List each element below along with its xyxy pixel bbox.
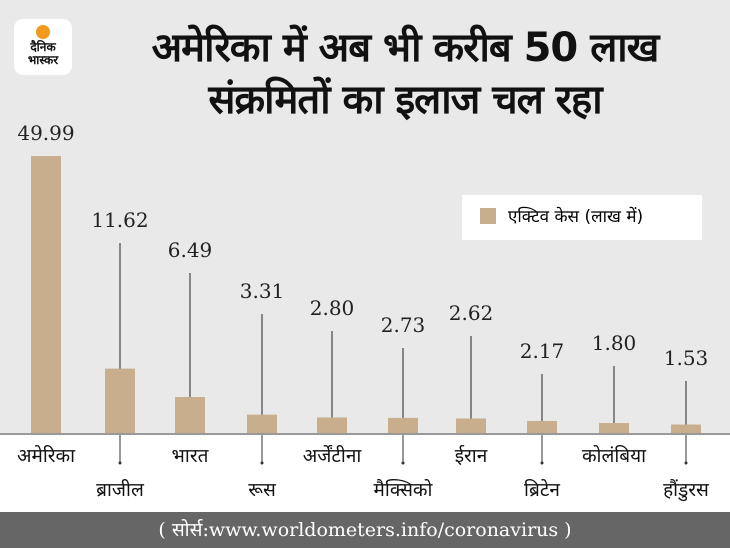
category-label: ईरान xyxy=(455,444,488,467)
value-label: 2.62 xyxy=(449,301,494,325)
tick-dot xyxy=(684,461,688,465)
value-label: 2.17 xyxy=(520,339,565,363)
tick-dot xyxy=(260,461,264,465)
value-label: 2.80 xyxy=(310,296,355,320)
bar xyxy=(599,423,629,433)
legend: एक्टिव केस (लाख में) xyxy=(462,195,702,240)
category-label: अर्जेंटीना xyxy=(303,444,363,467)
legend-label: एक्टिव केस (लाख में) xyxy=(508,207,644,227)
value-label: 3.31 xyxy=(240,279,285,303)
legend-swatch xyxy=(480,208,496,224)
bar xyxy=(671,424,701,433)
value-label: 1.53 xyxy=(664,346,709,370)
tick-dot xyxy=(540,461,544,465)
tick-dot xyxy=(118,461,122,465)
value-label: 1.80 xyxy=(592,331,637,355)
sun-icon xyxy=(36,25,50,39)
logo-text-2: भास्कर xyxy=(27,53,59,67)
category-band xyxy=(0,433,730,514)
title-line-1: अमेरिका में अब भी करीब 50 लाख xyxy=(151,25,660,71)
category-label: मैक्सिको xyxy=(374,478,434,501)
category-label: अमेरिका xyxy=(17,444,76,467)
bar xyxy=(527,420,557,433)
bar xyxy=(247,414,277,433)
category-label: ब्रिटेन xyxy=(524,478,560,501)
category-label: ब्राजील xyxy=(96,478,145,501)
bar xyxy=(456,418,486,433)
tick-dot xyxy=(401,461,405,465)
dainik-bhaskar-logo: दैनिक भास्कर xyxy=(14,19,72,75)
bar-chart: 49.99 अमेरिका 11.62 ब्राजील 6.49 भारत 3.31 रूस 2… xyxy=(17,121,710,502)
chart-title: अमेरिका में अब भी करीब 50 लाख संक्रमितों … xyxy=(80,22,730,126)
bar xyxy=(31,156,61,433)
value-label: 2.73 xyxy=(381,313,426,337)
category-label: कोलंबिया xyxy=(582,444,647,467)
bar xyxy=(317,417,347,433)
bar xyxy=(388,417,418,433)
title-line-2: संक्रमितों का इलाज चल रहा xyxy=(208,77,602,123)
value-label: 49.99 xyxy=(17,121,74,145)
bar xyxy=(175,397,205,433)
bar xyxy=(105,368,135,433)
category-label: भारत xyxy=(172,445,210,467)
category-label: रूस xyxy=(248,479,277,501)
category-label: हौंडुरस xyxy=(663,478,710,502)
value-label: 6.49 xyxy=(168,238,213,262)
source-footer: ( सोर्स:www.worldometers.info/coronaviru… xyxy=(0,512,730,548)
logo-text-1: दैनिक xyxy=(30,40,56,54)
value-label: 11.62 xyxy=(91,208,148,232)
